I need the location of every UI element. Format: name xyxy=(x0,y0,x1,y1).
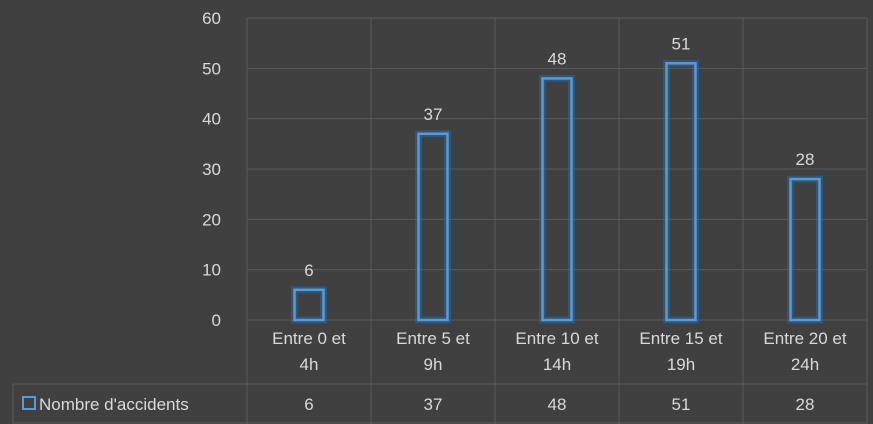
bar-glow xyxy=(663,59,699,324)
bar xyxy=(663,59,699,324)
data-label: 6 xyxy=(304,261,313,280)
table-value: 28 xyxy=(796,395,815,414)
y-tick-label: 60 xyxy=(202,9,221,28)
y-tick-label: 50 xyxy=(202,59,221,78)
category-label: 4h xyxy=(300,355,319,374)
bar xyxy=(539,74,575,324)
bar-rect xyxy=(293,288,325,322)
table-value: 6 xyxy=(304,395,313,414)
table-value: 37 xyxy=(424,395,443,414)
category-label: Entre 15 et xyxy=(639,329,722,348)
bar-glow xyxy=(291,286,327,324)
data-label: 28 xyxy=(796,150,815,169)
data-label: 37 xyxy=(424,105,443,124)
data-labels: 6 37 48 51 28 xyxy=(304,34,814,279)
grid-lines xyxy=(246,17,868,424)
series-name: Nombre d'accidents xyxy=(39,395,189,414)
bar-rect xyxy=(665,62,697,322)
y-tick-label: 10 xyxy=(202,261,221,280)
data-label: 51 xyxy=(672,34,691,53)
data-label: 48 xyxy=(548,49,567,68)
y-axis-ticks: 0 10 20 30 40 50 60 xyxy=(202,9,221,330)
category-label: 9h xyxy=(424,355,443,374)
table-value: 51 xyxy=(672,395,691,414)
bar xyxy=(415,130,451,324)
category-label: 14h xyxy=(543,355,571,374)
table-value: 48 xyxy=(548,395,567,414)
category-label: Entre 20 et xyxy=(763,329,846,348)
category-label: Entre 10 et xyxy=(515,329,598,348)
bar-rect xyxy=(789,177,821,322)
bars xyxy=(291,59,823,324)
y-tick-label: 30 xyxy=(202,160,221,179)
category-label: 19h xyxy=(667,355,695,374)
category-label: 24h xyxy=(791,355,819,374)
category-label: Entre 0 et xyxy=(272,329,346,348)
bar xyxy=(291,286,327,324)
y-tick-label: 0 xyxy=(212,311,221,330)
legend-key-icon xyxy=(22,396,36,410)
data-table: Entre 0 et 4h 6 Entre 5 et 9h 37 Entre 10 et 14… xyxy=(12,329,867,424)
bar-rect xyxy=(417,132,449,322)
category-label: Entre 5 et xyxy=(396,329,470,348)
bar-glow xyxy=(539,74,575,324)
y-tick-label: 20 xyxy=(202,210,221,229)
y-tick-label: 40 xyxy=(202,110,221,129)
bar-glow xyxy=(787,175,823,324)
bar xyxy=(787,175,823,324)
bar-glow xyxy=(415,130,451,324)
bar-rect xyxy=(541,77,573,322)
